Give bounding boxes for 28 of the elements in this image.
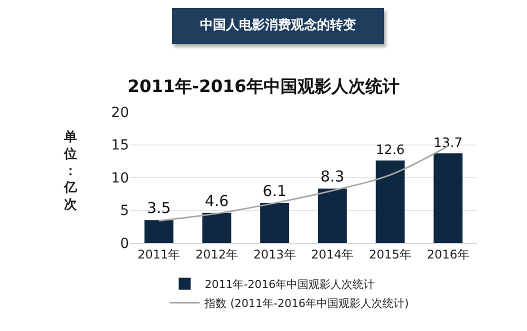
x-tick-label: 2014年	[311, 247, 354, 262]
y-tick-label: 0	[120, 236, 129, 252]
bar	[376, 160, 405, 243]
bar	[144, 220, 174, 243]
bar	[318, 188, 347, 243]
y-tick-label: 15	[111, 138, 129, 154]
y-tick-label: 10	[111, 170, 129, 186]
x-tick-label: 2015年	[368, 247, 412, 262]
bar	[260, 203, 290, 243]
chart-subtitle: 2011年-2016年中国观影人次统计	[128, 77, 400, 98]
data-label: 4.6	[204, 192, 229, 210]
x-tick-label: 2016年	[426, 247, 470, 262]
y-tick-label: 5	[120, 203, 129, 220]
data-label: 6.1	[262, 182, 287, 200]
x-tick-label: 2011年	[138, 247, 180, 262]
data-label: 3.5	[146, 199, 171, 218]
bar	[202, 212, 232, 243]
y-axis-title: 单位：亿次	[63, 129, 78, 213]
x-tick-label: 2012年	[195, 247, 238, 262]
data-label: 13.7	[434, 136, 463, 151]
legend-label: 2011年-2016年中国观影人次统计	[204, 278, 375, 291]
legend-label: 指数 (2011年-2016年中国观影人次统计)	[204, 296, 409, 310]
chart-title: 中国人电影消费观念的转变	[172, 8, 384, 44]
x-tick-label: 2013年	[253, 247, 296, 262]
data-label: 8.3	[320, 168, 344, 186]
bar	[434, 153, 463, 243]
y-tick-label: 20	[111, 104, 129, 121]
data-label: 12.6	[376, 143, 405, 158]
